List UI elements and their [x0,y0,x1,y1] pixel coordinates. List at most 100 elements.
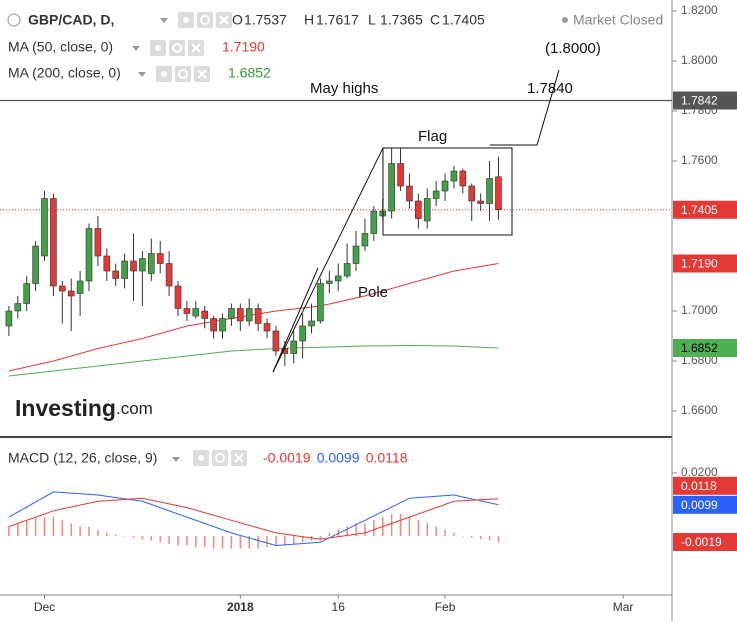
histogram-bar [168,536,170,544]
candle-body [219,318,226,332]
macd-value: 0.0099 [317,450,360,466]
x-tick-label: Mar [613,600,634,614]
dropdown-arrow[interactable] [172,457,180,462]
ohlc-value: 1.7405 [442,12,485,28]
price-badge-label: 1.6852 [681,341,718,355]
pole-line [272,267,319,373]
candle-body [148,253,155,274]
ma50-legend: MA (50, close, 0) [8,39,113,55]
price-badge [673,339,737,357]
indicator-icon[interactable] [212,450,228,466]
histogram-bar [17,523,19,537]
dropdown-arrow[interactable] [132,46,140,51]
candle-body [299,325,306,342]
histogram-bar [70,523,72,537]
histogram-bar [141,536,144,540]
candle-body [334,275,342,282]
collapse-icon[interactable] [7,13,21,27]
histogram-bar [390,513,393,537]
histogram-bar [61,520,64,537]
price-badge [673,476,737,495]
projection-line [490,69,560,146]
macd-value: 0.0118 [366,450,408,466]
histogram-bar [275,536,277,546]
histogram-bar [8,526,10,537]
icon-glyph [234,453,244,463]
histogram-bar [470,536,473,538]
candle-body [139,258,146,272]
price-badge [673,200,737,219]
price-badge-label: 1.7842 [681,94,718,108]
histogram-bar [221,536,224,549]
candle-body [406,185,413,202]
candle-body [5,310,13,327]
histogram-bar [319,536,322,540]
y-tick-label: 1.7600 [681,153,718,167]
histogram-bar [97,529,99,537]
price-badge-label: -0.0019 [681,535,722,549]
histogram-bar [488,536,491,541]
indicator-icon[interactable] [169,40,185,56]
indicator-icon[interactable] [175,66,191,82]
flag-label: Flag [418,128,447,145]
histogram-bar [150,536,153,541]
y-tick-label: 1.8200 [681,3,718,17]
histogram-bar [462,536,464,537]
watermark-suffix: .com [116,399,153,418]
price-badge-label: 1.7190 [681,257,718,271]
price-badge [673,533,737,552]
ohlc-value: 1.7537 [244,12,287,28]
pole-label: Pole [358,284,388,301]
candle-body [352,245,360,264]
icon-glyph [191,43,201,53]
ohlc-value: 1.7365 [380,12,423,28]
indicator-icon[interactable] [197,12,213,28]
y-tick-label: 1.8000 [681,53,718,67]
ma-value: 1.6852 [228,65,271,81]
candle-body [210,318,217,332]
watermark-name: Investing [15,395,116,421]
histogram-bar [408,517,411,537]
price-badge-label: 1.7405 [681,203,718,217]
ohlc-label: O [232,12,243,28]
icon-glyph [215,453,225,463]
ohlc-label: C [430,12,440,28]
moving-average [8,263,499,372]
flag-box [382,147,513,236]
candle-body [112,270,120,279]
y-tick-label: 1.6600 [681,403,718,417]
price-badge-label: 0.0099 [681,498,718,512]
candle-body [326,280,333,284]
histogram-bar [114,534,117,537]
histogram-bar [203,536,206,548]
dropdown-arrow[interactable] [138,72,146,77]
candle-body [423,198,431,222]
macd-legend: MACD (12, 26, close, 9) [8,450,157,466]
candle-body [50,198,57,287]
dropdown-arrow[interactable] [160,18,168,23]
histogram-bar [426,523,428,537]
icon-glyph [200,15,210,25]
front-layer: O 1.7537 H 1.7617 L 1.7365 C 1.74051.78421.7405… [150,12,737,552]
price-badge [673,91,737,110]
histogram-bar [328,532,331,537]
candle-body [156,253,164,264]
candle-body [415,200,422,219]
candle-body [317,283,324,322]
histogram-bar [132,536,135,538]
histogram-bar [399,513,402,537]
ma-value: 1.7190 [222,39,265,55]
icon-glyph [219,15,229,25]
histogram-bar [230,536,233,549]
macd-value: -0.0019 [263,450,311,466]
histogram-bar [177,536,179,546]
candle-body [85,228,93,282]
marks-layer [5,148,502,549]
symbol-header: GBP/CAD, D, [7,12,168,28]
histogram-bar [123,536,126,537]
histogram-bar [248,536,250,549]
candle-body [103,255,111,272]
candle-body [459,170,467,187]
icon-glyph [197,69,207,79]
